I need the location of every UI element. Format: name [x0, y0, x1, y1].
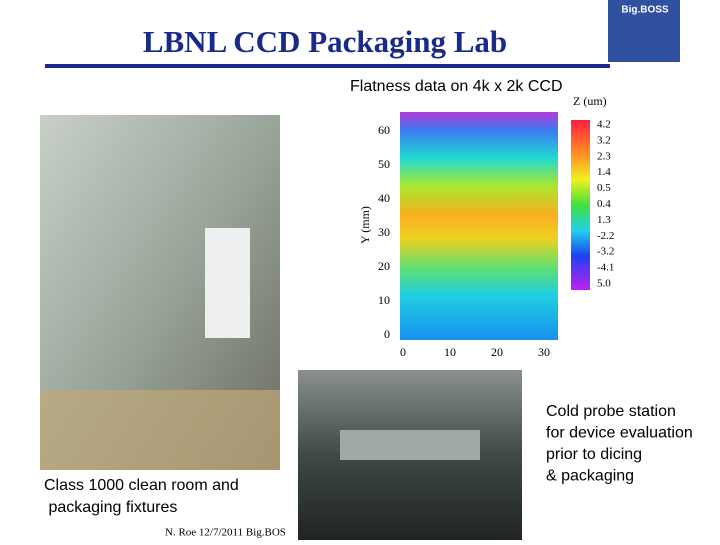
colorbar-label: 1.3: [597, 214, 611, 226]
photo-detail: [340, 430, 480, 460]
colorbar: [571, 120, 590, 290]
y-tick-label: 50: [378, 157, 390, 171]
z-label: Z (um): [573, 94, 607, 108]
y-tick-label: 20: [378, 259, 390, 273]
colorbar-label: 0.5: [597, 182, 611, 194]
footer: N. Roe 12/7/2011 Big.BOS: [165, 527, 286, 539]
photo-detail: [205, 228, 250, 338]
colorbar-label: 3.2: [597, 134, 611, 146]
title-rule: [45, 64, 610, 68]
y-tick-label: 0: [384, 327, 390, 341]
x-tick-label: 10: [444, 345, 456, 359]
caption: packaging fixtures: [44, 499, 177, 516]
caption: & packaging: [546, 468, 634, 485]
colorbar-label: 0.4: [597, 198, 611, 210]
caption: for device evaluation: [546, 425, 693, 442]
colorbar-label: 5.0: [597, 278, 611, 290]
caption: prior to dicing: [546, 446, 642, 463]
caption: Cold probe station: [546, 403, 676, 420]
x-tick-label: 0: [400, 345, 406, 359]
y-tick-label: 60: [378, 123, 390, 137]
colorbar-label: 4.2: [597, 119, 611, 131]
logo: [608, 0, 680, 62]
colorbar-label: 1.4: [597, 166, 611, 178]
y-tick-label: 40: [378, 191, 390, 205]
flatness-map: [400, 112, 558, 340]
colorbar-label: -2.2: [597, 230, 614, 242]
x-tick-label: 30: [538, 345, 550, 359]
logo-text: Big.BOSS: [621, 5, 669, 16]
colorbar-label: 2.3: [597, 150, 611, 162]
colorbar-label: -4.1: [597, 262, 614, 274]
y-tick-label: 10: [378, 293, 390, 307]
title: LBNL CCD Packaging Lab: [143, 24, 507, 59]
y-label: Y (mm): [358, 206, 372, 244]
y-tick-label: 30: [378, 225, 390, 239]
plot-title: Flatness data on 4k x 2k CCD: [350, 78, 563, 95]
photo-detail: [40, 390, 280, 470]
colorbar-label: -3.2: [597, 246, 614, 258]
caption: Class 1000 clean room and: [44, 477, 239, 494]
x-tick-label: 20: [491, 345, 503, 359]
